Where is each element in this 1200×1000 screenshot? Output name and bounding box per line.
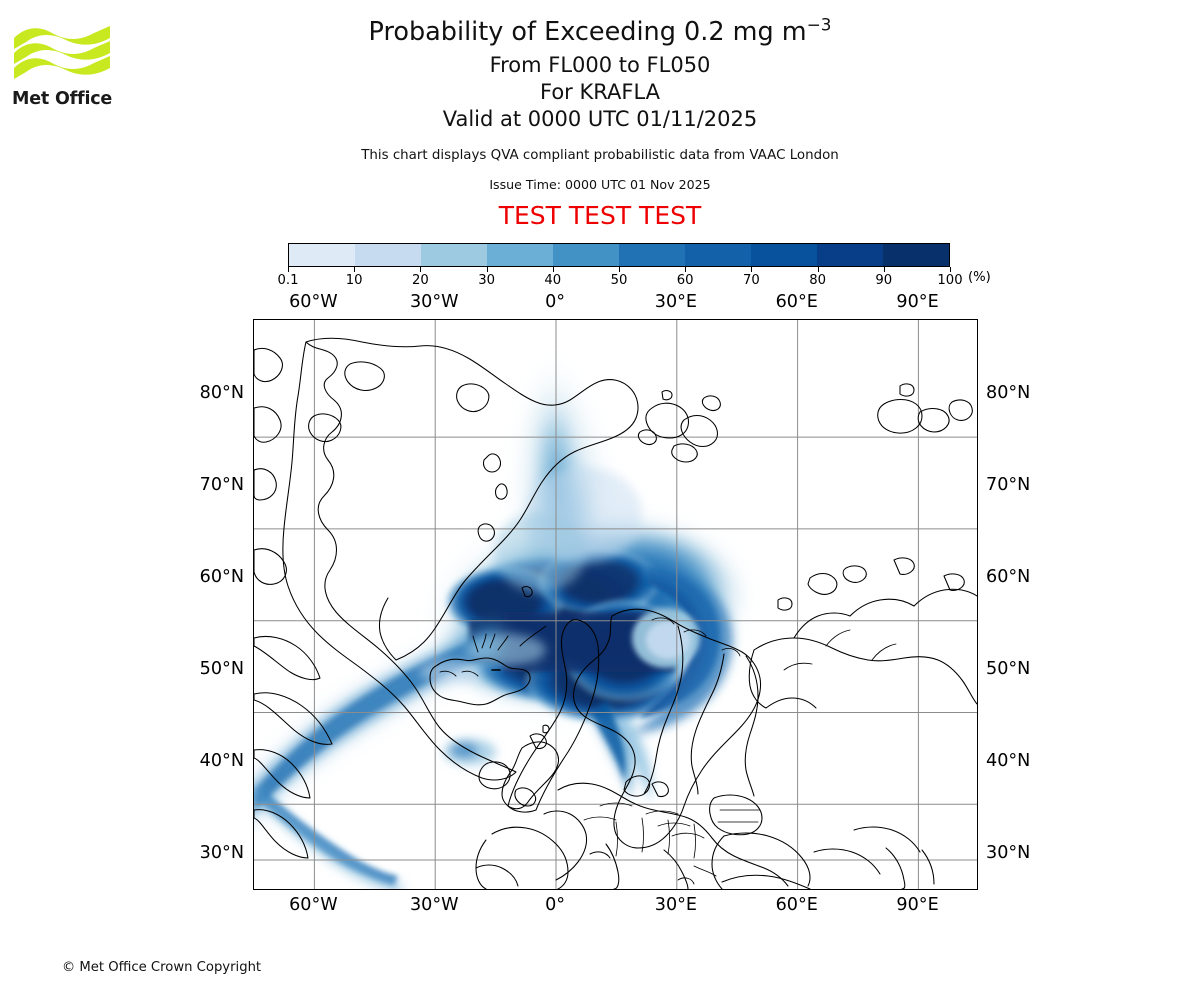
colorbar-band-70-80	[751, 244, 817, 266]
lon-label-top-60°W: 60°W	[289, 292, 338, 312]
lon-label-top-90°E: 90°E	[896, 292, 939, 312]
colorbar-tick-label-20: 20	[412, 273, 429, 288]
lon-label-top-0°: 0°	[545, 292, 566, 312]
colorbar-tick	[486, 267, 488, 272]
lat-label-left-30°N: 30°N	[199, 843, 244, 864]
lon-label-top-30°E: 30°E	[654, 292, 698, 312]
map-coastlines	[254, 337, 977, 889]
met-office-logo-text: Met Office	[12, 89, 113, 109]
lon-label-bottom-30°W: 30°W	[409, 895, 459, 915]
colorbar-tick-label-60: 60	[676, 273, 694, 288]
chart-note: This chart displays QVA compliant probab…	[361, 147, 839, 163]
chart-title-text: Probability of Exceeding 0.2 mg m	[368, 17, 807, 47]
map-canvas	[254, 320, 977, 889]
colorbar-tick	[288, 267, 289, 272]
colorbar-band-20-30	[421, 244, 487, 266]
colorbar-tick-label-50: 50	[610, 273, 628, 288]
colorbar-tick-label-30: 30	[478, 273, 495, 288]
colorbar-tick-label-80: 80	[809, 273, 826, 288]
colorbar-tick	[354, 267, 356, 272]
colorbar-ticks	[288, 267, 951, 273]
colorbar-tick	[420, 267, 422, 272]
lat-label-right-40°N: 40°N	[986, 751, 1031, 772]
lat-label-left-50°N: 50°N	[199, 658, 244, 679]
map-plot-area	[253, 319, 978, 890]
colorbar-tick-labels: 0.1 10 20 30 40 50 60 70 80 90 100	[278, 273, 963, 291]
colorbar-tick	[883, 267, 885, 272]
copyright-footer: © Met Office Crown Copyright	[62, 960, 262, 975]
lat-label-left-70°N: 70°N	[199, 474, 244, 495]
colorbar-band-80-90	[817, 244, 883, 266]
colorbar-tick-label-0.1: 0.1	[277, 273, 299, 288]
lon-label-bottom-60°W: 60°W	[289, 895, 338, 915]
colorbar-band-40-50	[553, 244, 619, 266]
lat-label-right-50°N: 50°N	[986, 658, 1031, 679]
issue-time: Issue Time: 0000 UTC 01 Nov 2025	[489, 176, 711, 192]
lon-label-top-60°E: 60°E	[775, 292, 818, 312]
colorbar-tick	[751, 267, 753, 272]
test-banner: TEST TEST TEST	[498, 200, 702, 230]
lon-label-bottom-0°: 0°	[545, 895, 566, 915]
colorbar-tick	[685, 267, 687, 272]
met-office-logo: Met Office	[12, 22, 122, 117]
volcano-subtitle: For KRAFLA	[540, 79, 660, 104]
colorbar-band-50-60	[619, 244, 685, 266]
colorbar-band-0.1-10	[289, 244, 355, 266]
colorbar-unit-label: (%)	[968, 270, 991, 285]
chart-title-exponent: −3	[806, 14, 832, 35]
colorbar-tick	[950, 267, 951, 272]
colorbar-band-90-100	[883, 244, 949, 266]
title-block: Probability of Exceeding 0.2 mg m−3 From…	[0, 16, 1200, 230]
lon-label-bottom-60°E: 60°E	[775, 895, 818, 915]
colorbar-tick	[817, 267, 819, 272]
colorbar-band-10-20	[355, 244, 421, 266]
colorbar-tick	[552, 267, 554, 272]
lat-label-right-70°N: 70°N	[986, 474, 1031, 495]
valid-time-subtitle: Valid at 0000 UTC 01/11/2025	[442, 106, 758, 131]
met-office-logo-mark	[14, 26, 110, 79]
chart-title: Probability of Exceeding 0.2 mg m−3	[0, 16, 1200, 49]
lat-label-left-80°N: 80°N	[199, 382, 244, 403]
colorbar-tick-label-10: 10	[345, 273, 363, 288]
map-graticule	[254, 320, 977, 889]
lon-label-bottom-90°E: 90°E	[896, 895, 939, 915]
lat-label-left-60°N: 60°N	[199, 566, 244, 587]
colorbar-gradient	[288, 243, 950, 267]
colorbar-band-60-70	[685, 244, 751, 266]
lat-label-right-60°N: 60°N	[986, 566, 1031, 587]
colorbar: 0.1 10 20 30 40 50 60 70 80 90 100	[278, 243, 963, 291]
ash-probability-field	[254, 355, 749, 889]
flight-level-subtitle: From FL000 to FL050	[489, 52, 711, 77]
colorbar-tick-label-70: 70	[743, 273, 760, 288]
colorbar-band-30-40	[487, 244, 553, 266]
lat-label-right-80°N: 80°N	[986, 382, 1031, 403]
lat-label-right-30°N: 30°N	[986, 843, 1031, 864]
lon-label-bottom-30°E: 30°E	[654, 895, 698, 915]
colorbar-tick-label-40: 40	[544, 273, 562, 288]
lat-label-left-40°N: 40°N	[199, 751, 244, 772]
lon-label-top-30°W: 30°W	[409, 292, 459, 312]
colorbar-tick-label-100: 100	[937, 273, 963, 288]
colorbar-tick	[619, 267, 620, 272]
colorbar-tick-label-90: 90	[875, 273, 893, 288]
